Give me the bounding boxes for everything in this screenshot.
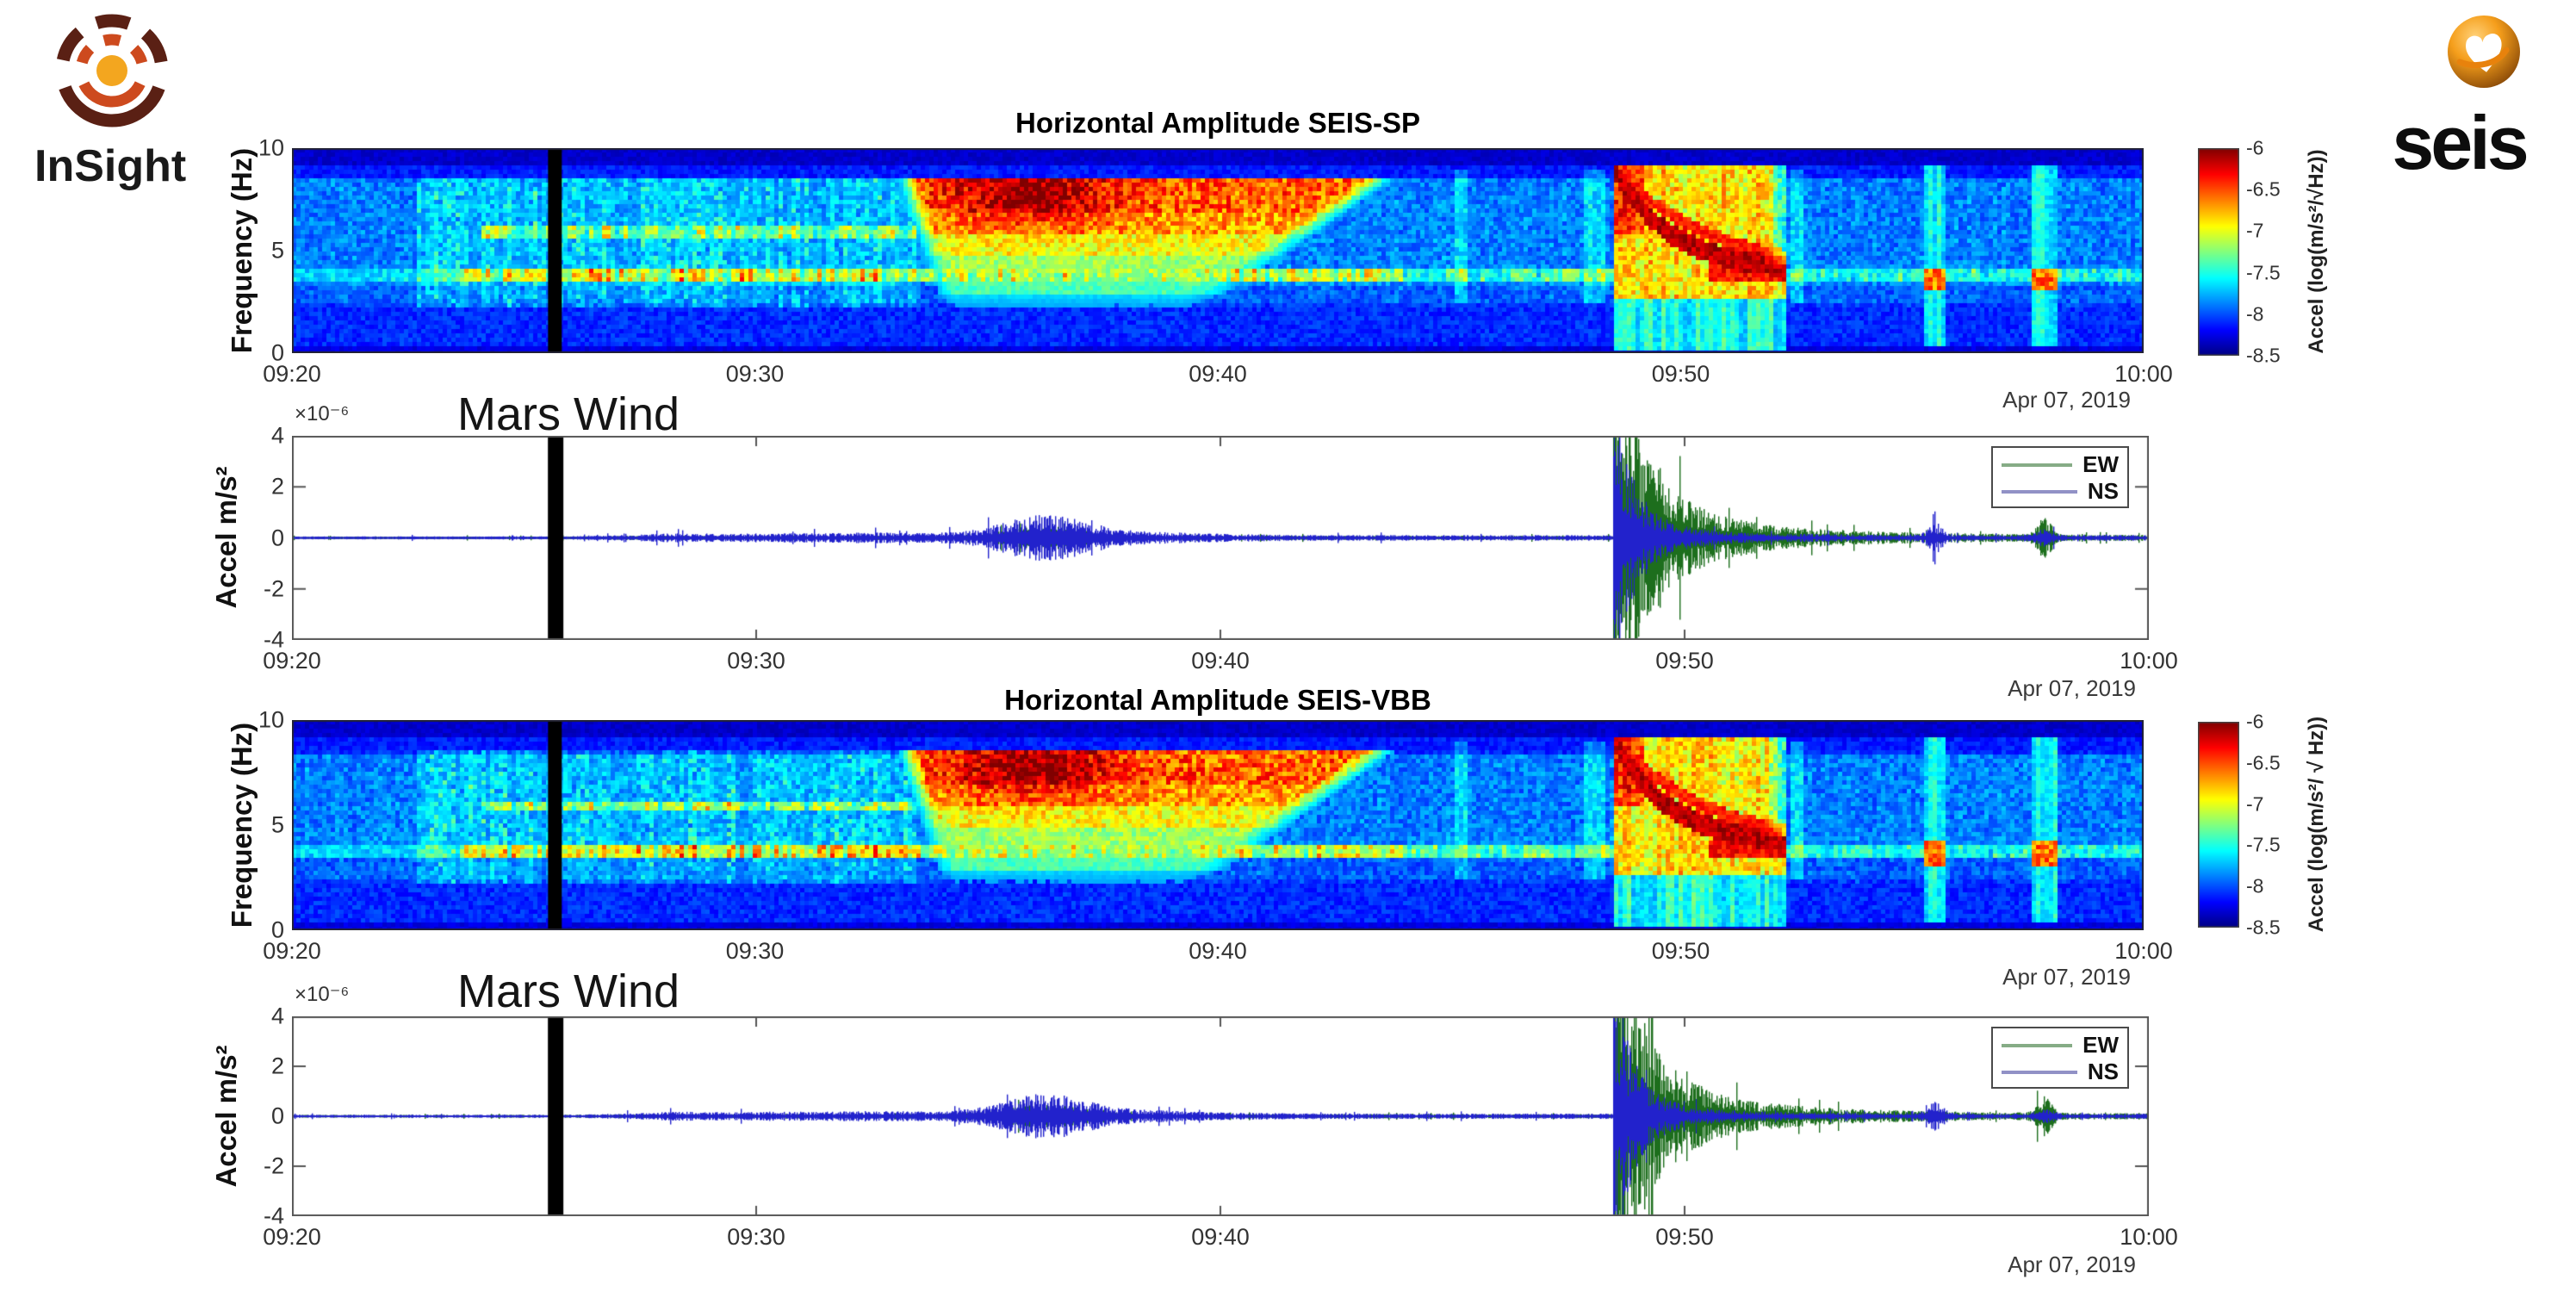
sp-timeseries-date: Apr 07, 2019 xyxy=(2008,675,2136,701)
sp-colorbar xyxy=(2198,148,2239,356)
colorbar-tick-label: -7.5 xyxy=(2246,261,2281,284)
vbb-spectrogram-date: Apr 07, 2019 xyxy=(2002,964,2131,990)
vbb-spectrogram-title: Horizontal Amplitude SEIS-VBB xyxy=(1004,684,1431,716)
x-tick-label: 09:50 xyxy=(1651,361,1710,387)
x-tick-label: 09:40 xyxy=(1189,938,1247,964)
y-tick-label: 5 xyxy=(270,237,284,264)
insight-logo-text: InSight xyxy=(34,141,187,191)
x-tick-label: 10:00 xyxy=(2114,938,2173,964)
legend-row-ew: EW xyxy=(2002,1032,2119,1059)
x-tick-label: 09:20 xyxy=(263,648,321,674)
y-tick-label: -4 xyxy=(263,626,284,653)
y-tick-label: 0 xyxy=(270,525,284,550)
ns-line-swatch xyxy=(2002,1070,2077,1074)
sp-timeseries-annotation: Mars Wind xyxy=(456,388,680,440)
x-tick-label: 09:20 xyxy=(263,938,321,964)
vbb-colorbar-label: Accel (log(m/s²/ √ Hz)) xyxy=(2305,716,2328,933)
ew-label: EW xyxy=(2083,1032,2119,1058)
ew-line-swatch xyxy=(2002,463,2073,467)
sp-timeseries-plot xyxy=(292,436,2149,640)
sp-timeseries-multiplier: ×10⁻⁶ xyxy=(295,402,350,425)
x-tick-label: 09:30 xyxy=(725,938,785,964)
seis-logo-icon xyxy=(2448,16,2520,88)
y-tick-label: -4 xyxy=(263,1202,284,1229)
colorbar-tick-label: -6.5 xyxy=(2246,177,2281,201)
vbb-timeseries-plot xyxy=(292,1016,2149,1216)
x-tick-label: 09:30 xyxy=(727,648,785,674)
x-tick-label: 09:50 xyxy=(1655,648,1714,674)
x-tick-label: 10:00 xyxy=(2114,361,2173,387)
ns-label: NS xyxy=(2087,1059,2119,1084)
y-tick-label: -2 xyxy=(263,1152,284,1179)
colorbar-tick-label: -8.5 xyxy=(2246,916,2281,939)
seis-logo-text: seis xyxy=(2392,100,2529,185)
x-tick-label: 09:30 xyxy=(727,1224,785,1250)
vbb-timeseries-multiplier: ×10⁻⁶ xyxy=(295,983,350,1006)
sp-spectrogram-date: Apr 07, 2019 xyxy=(2002,387,2131,413)
y-tick-label: 10 xyxy=(258,706,284,733)
x-tick-label: 09:40 xyxy=(1189,361,1247,387)
vbb-timeseries-annotation: Mars Wind xyxy=(456,966,680,1017)
sp-timeseries-ylabel: Accel m/s² xyxy=(210,466,242,609)
colorbar-tick-label: -6 xyxy=(2246,136,2264,159)
x-tick-label: 09:40 xyxy=(1191,648,1250,674)
vbb-colorbar xyxy=(2198,722,2239,928)
sp-spectrogram-title: Horizontal Amplitude SEIS-SP xyxy=(1015,107,1420,139)
vbb-timeseries-ylabel: Accel m/s² xyxy=(210,1045,242,1188)
x-tick-label: 09:20 xyxy=(263,1224,321,1250)
sp-spectrogram-plot xyxy=(292,148,2144,353)
y-tick-label: 0 xyxy=(270,339,284,366)
y-tick-label: 5 xyxy=(270,811,284,838)
ew-line-swatch xyxy=(2002,1043,2073,1047)
vbb-timeseries-legend: EW NS xyxy=(1991,1027,2129,1089)
insight-logo-icon xyxy=(55,14,169,127)
vbb-spectrogram-ylabel: Frequency (Hz) xyxy=(226,722,258,928)
sp-timeseries-legend: EW NS xyxy=(1991,446,2129,508)
vbb-spectrogram-plot xyxy=(292,720,2144,930)
colorbar-tick-label: -6 xyxy=(2246,710,2264,733)
x-tick-label: 09:20 xyxy=(263,361,321,387)
legend-row-ns: NS xyxy=(2002,1059,2119,1085)
x-tick-label: 09:50 xyxy=(1651,938,1710,964)
x-tick-label: 09:50 xyxy=(1655,1224,1714,1250)
x-tick-label: 10:00 xyxy=(2120,1224,2178,1250)
ns-label: NS xyxy=(2087,478,2119,504)
legend-row-ew: EW xyxy=(2002,451,2119,478)
y-tick-label: 10 xyxy=(258,134,284,161)
ew-label: EW xyxy=(2083,451,2119,477)
colorbar-tick-label: -6.5 xyxy=(2246,751,2281,774)
colorbar-tick-label: -8 xyxy=(2246,302,2264,326)
y-tick-label: 0 xyxy=(270,1102,284,1129)
colorbar-tick-label: -7 xyxy=(2246,792,2264,816)
x-tick-label: 09:40 xyxy=(1191,1224,1250,1250)
x-tick-label: 09:30 xyxy=(725,361,785,387)
y-tick-label: 2 xyxy=(270,1053,284,1079)
vbb-timeseries-date: Apr 07, 2019 xyxy=(2008,1251,2136,1277)
colorbar-tick-label: -7 xyxy=(2246,219,2264,242)
y-tick-label: 4 xyxy=(270,422,284,449)
insight-logo: InSight xyxy=(34,9,207,192)
ns-line-swatch xyxy=(2002,489,2077,494)
colorbar-tick-label: -8 xyxy=(2246,874,2264,897)
legend-row-ns: NS xyxy=(2002,478,2119,505)
x-tick-label: 10:00 xyxy=(2120,648,2178,674)
y-tick-label: 0 xyxy=(270,916,284,943)
y-tick-label: 4 xyxy=(270,1003,284,1029)
sp-colorbar-label: Accel (log(m/s²/√Hz)) xyxy=(2305,149,2328,354)
sp-spectrogram-ylabel: Frequency (Hz) xyxy=(226,147,258,354)
colorbar-tick-label: -7.5 xyxy=(2246,833,2281,856)
y-tick-label: 2 xyxy=(270,473,284,500)
y-tick-label: -2 xyxy=(263,575,284,602)
colorbar-tick-label: -8.5 xyxy=(2246,344,2281,367)
seis-logo: seis xyxy=(2360,12,2558,187)
